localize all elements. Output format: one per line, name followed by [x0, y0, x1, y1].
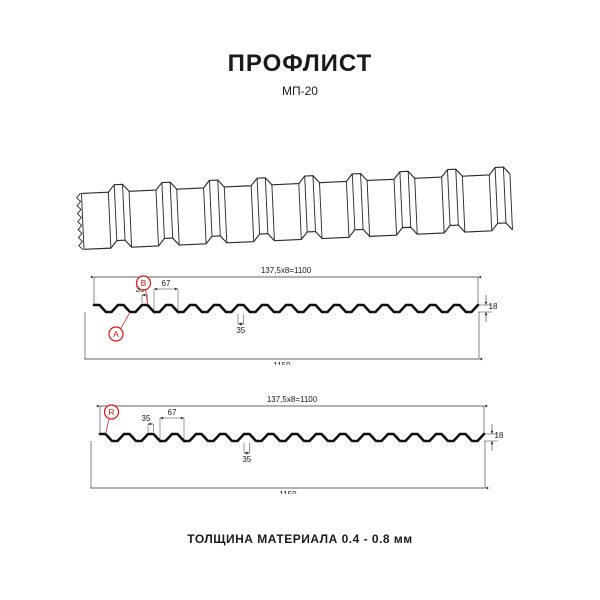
svg-text:1150: 1150	[279, 490, 297, 494]
svg-text:18: 18	[489, 302, 498, 311]
svg-text:35: 35	[236, 326, 245, 335]
svg-text:R: R	[108, 407, 114, 417]
svg-text:35: 35	[242, 455, 251, 464]
svg-text:137,5x8=1100: 137,5x8=1100	[267, 395, 318, 404]
svg-text:67: 67	[168, 408, 177, 417]
svg-text:67: 67	[162, 279, 171, 288]
svg-text:18: 18	[495, 431, 504, 440]
svg-text:137,5x8=1100: 137,5x8=1100	[261, 266, 312, 275]
svg-text:A: A	[113, 329, 119, 339]
svg-text:1150: 1150	[273, 361, 291, 365]
svg-text:B: B	[141, 278, 147, 288]
svg-text:35: 35	[142, 414, 151, 423]
